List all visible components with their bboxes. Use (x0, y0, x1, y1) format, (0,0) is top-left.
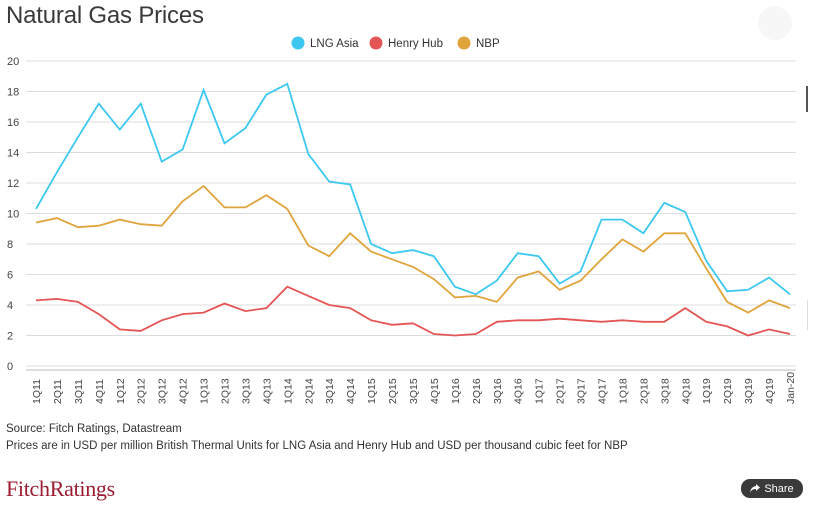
x-tick-label: 4Q17 (597, 378, 609, 404)
x-tick-label: 1Q13 (199, 378, 211, 404)
y-tick-label: 4 (7, 300, 13, 312)
x-tick-label: 2Q16 (471, 378, 483, 404)
x-tick-label: 3Q12 (157, 378, 169, 404)
y-tick-label: 10 (7, 209, 19, 221)
series-line-nbp (35, 184, 791, 314)
x-tick-label: 4Q16 (513, 378, 525, 404)
corner-menu-circle (758, 6, 792, 40)
chart-title: Natural Gas Prices (6, 2, 204, 29)
y-tick-label: 20 (7, 56, 19, 68)
x-tick-label: 3Q15 (408, 378, 420, 404)
gridlines (26, 60, 796, 367)
x-tick-label: 1Q15 (366, 378, 378, 404)
legend-label-lng-asia: LNG Asia (310, 38, 359, 50)
x-tick-label: 4Q15 (429, 378, 441, 404)
x-tick-label: 4Q14 (345, 378, 357, 404)
x-tick-label: 2Q13 (220, 378, 232, 404)
legend-marker-lng-asia (291, 36, 305, 50)
x-tick-label: 3Q18 (659, 378, 671, 404)
x-tick-label: 1Q14 (282, 378, 294, 404)
x-tick-label: 4Q11 (94, 379, 106, 404)
share-icon (750, 484, 761, 493)
x-tick-label: 2Q17 (555, 378, 567, 404)
legend-marker-henry-hub (369, 36, 383, 50)
x-tick-label: 2Q19 (722, 378, 734, 404)
x-tick-label: 4Q12 (178, 378, 190, 404)
series-lines (35, 82, 791, 337)
x-tick-label: 3Q14 (324, 378, 336, 404)
share-label: Share (764, 482, 794, 495)
y-tick-label: 18 (7, 87, 19, 99)
line-chart: LNG Asia Henry Hub NBP 0 2 4 6 8 10 12 14 16 18 20 1… (7, 36, 797, 404)
x-tick-label: 1Q18 (617, 378, 629, 404)
x-axis: 1Q11 2Q11 3Q11 4Q11 1Q12 2Q12 3Q12 4Q12 1Q13 2Q13… (26, 369, 797, 404)
series-line-henry-hub (35, 285, 791, 337)
x-tick-label: 3Q16 (492, 378, 504, 404)
x-tick-label: 4Q19 (764, 378, 776, 404)
x-tick-label: 3Q17 (576, 378, 588, 404)
x-tick-label: 1Q17 (534, 378, 546, 404)
x-tick-label: 1Q19 (701, 378, 713, 404)
legend-marker-nbp (457, 36, 471, 50)
series-line-lng-asia (35, 82, 791, 296)
share-button[interactable]: Share (741, 479, 803, 498)
x-tick-label: 1Q16 (450, 378, 462, 404)
legend-label-nbp: NBP (476, 38, 500, 50)
units-note: Prices are in USD per million British Th… (6, 440, 628, 452)
x-tick-label: 2Q12 (136, 378, 148, 404)
y-tick-label: 14 (7, 148, 19, 160)
x-tick-label: 2Q18 (638, 378, 650, 404)
x-tick-label: 4Q18 (680, 378, 692, 404)
x-tick-label: 3Q19 (743, 378, 755, 404)
y-axis: 0 2 4 6 8 10 12 14 16 18 20 (7, 56, 19, 373)
y-tick-label: 2 (7, 331, 13, 343)
y-tick-label: 8 (7, 239, 13, 251)
source-note: Source: Fitch Ratings, Datastream (6, 423, 182, 435)
x-tick-label: 3Q13 (240, 378, 252, 404)
y-tick-label: 6 (7, 270, 13, 282)
x-tick-label: 2Q14 (303, 378, 315, 404)
x-tick-label: 2Q11 (52, 379, 64, 404)
y-tick-label: 16 (7, 117, 19, 129)
y-tick-label: 12 (7, 178, 19, 190)
x-tick-label: 2Q15 (387, 378, 399, 404)
x-tick-label: 4Q13 (261, 378, 273, 404)
scroll-indicator (806, 86, 808, 112)
x-tick-label: 1Q12 (115, 378, 127, 404)
x-tick-label: 3Q11 (73, 379, 85, 404)
y-tick-label: 0 (7, 361, 13, 373)
x-tick-label: Jan-20 (785, 372, 797, 404)
fitch-ratings-logo: FitchRatings (6, 476, 115, 501)
x-tick-label: 1Q11 (31, 379, 43, 404)
edge-divider (807, 300, 808, 330)
legend: LNG Asia Henry Hub NBP (291, 36, 500, 50)
legend-label-henry-hub: Henry Hub (388, 38, 443, 50)
